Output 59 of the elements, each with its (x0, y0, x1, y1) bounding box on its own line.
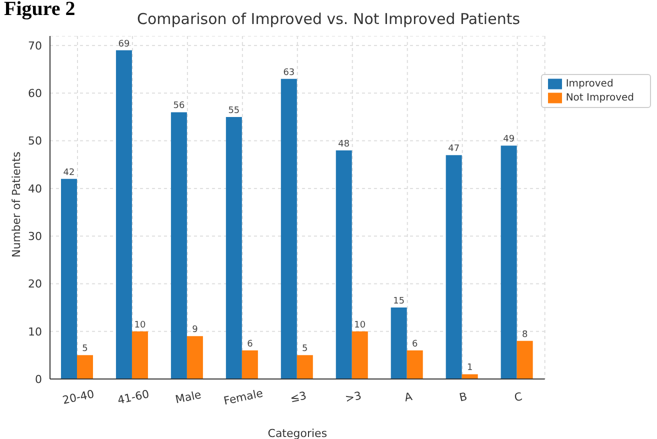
caption: Figure 2 (4, 0, 76, 21)
bar (60, 178, 77, 379)
y-tick-label: 60 (28, 87, 42, 100)
chart-title: Comparison of Improved vs. Not Improved Patients (136, 10, 520, 28)
y-tick-label: 0 (35, 372, 42, 386)
data-label: 5 (302, 344, 308, 354)
x-tick-label: 41-60 (116, 388, 150, 407)
bar (500, 146, 517, 379)
x-tick-label: B (458, 390, 468, 404)
x-tick-label: >3 (344, 389, 363, 406)
y-tick-label: 70 (28, 39, 42, 52)
data-label: 55 (228, 106, 240, 116)
x-axis-title: Categories (268, 427, 328, 439)
data-label: 69 (118, 39, 130, 50)
bar (116, 50, 132, 379)
bar (406, 350, 423, 379)
data-label: 47 (448, 144, 460, 154)
legend-label: Improved (566, 78, 614, 90)
x-tick-label: C (513, 390, 524, 404)
data-label: 42 (63, 168, 75, 178)
data-label: 63 (283, 68, 295, 78)
bar (242, 350, 258, 379)
data-label: 10 (134, 320, 146, 330)
bar (280, 78, 297, 379)
bar (390, 308, 407, 379)
data-label: 9 (192, 325, 198, 336)
x-tick-label: ≤3 (289, 389, 308, 406)
y-tick-label: 20 (28, 278, 42, 291)
data-label: 5 (82, 344, 88, 354)
bar (446, 155, 462, 379)
bar (226, 116, 242, 379)
bar (352, 331, 368, 379)
bar (170, 112, 187, 379)
y-tick-label: 30 (28, 230, 42, 243)
bar (336, 150, 352, 379)
y-tick-label: 10 (28, 325, 42, 338)
x-tick-label: Female (222, 386, 264, 408)
data-label: 48 (338, 139, 350, 150)
data-label: 15 (393, 296, 405, 307)
y-axis-title: Number of Patients (10, 151, 23, 258)
bar (76, 355, 93, 379)
x-tick-label: A (403, 390, 414, 404)
y-tick-label: 50 (28, 134, 42, 148)
data-label: 8 (522, 330, 528, 340)
data-label: 6 (412, 339, 418, 350)
bar (186, 336, 203, 379)
bar (462, 374, 478, 379)
bar (132, 331, 148, 379)
bar (296, 355, 313, 379)
data-label: 6 (247, 339, 254, 350)
y-tick-label: 40 (28, 182, 42, 196)
x-tick-label: 20-40 (61, 388, 96, 407)
data-label: 49 (503, 134, 515, 145)
x-tick-label: Male (174, 388, 203, 406)
data-label: 56 (173, 101, 185, 112)
bar (516, 340, 533, 379)
data-label: 10 (354, 320, 366, 330)
data-label: 1 (466, 363, 473, 374)
legend-label: Not Improved (566, 92, 634, 104)
